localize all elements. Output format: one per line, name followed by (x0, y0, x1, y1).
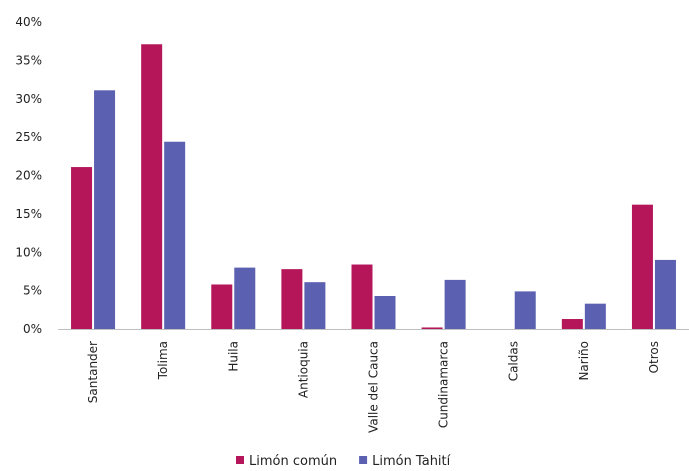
bar-limon-comun-cundinamarca (421, 327, 443, 329)
x-tick-label-huila: Huila (226, 341, 240, 372)
y-tick-label: 25% (15, 130, 42, 144)
bar-limon-tahiti-antioquia (304, 282, 326, 329)
bar-limon-comun-valle-del-cauca (351, 264, 373, 329)
bar-limon-tahiti-santander (94, 90, 116, 330)
bar-limon-comun-antioquia (281, 269, 303, 329)
x-tick-label-valle-del-cauca: Valle del Cauca (367, 341, 381, 433)
y-axis: 0% 5% 10% 15% 20% 25% 30% 35% 40% (15, 15, 42, 336)
y-tick-label: 20% (15, 169, 42, 183)
bar-limon-tahiti-narino (584, 303, 606, 329)
legend-label-limon-comun: Limón común (249, 454, 337, 469)
x-tick-label-santander: Santander (86, 341, 100, 403)
bar-limon-tahiti-valle-del-cauca (374, 295, 396, 329)
bar-limon-tahiti-huila (234, 267, 256, 329)
bars (71, 44, 676, 330)
bar-limon-tahiti-caldas (514, 291, 536, 329)
y-tick-label: 0% (23, 322, 42, 336)
bar-limon-comun-otros (631, 204, 653, 329)
legend-label-limon-tahiti: Limón Tahití (372, 454, 451, 469)
x-tick-label-tolima: Tolima (156, 341, 170, 380)
x-tick-label-narino: Nariño (577, 341, 591, 381)
x-tick-label-otros: Otros (647, 341, 661, 373)
legend-swatch-limon-comun (236, 456, 244, 464)
y-tick-label: 35% (15, 53, 42, 67)
bar-limon-tahiti-cundinamarca (444, 279, 466, 329)
bar-limon-comun-tolima (141, 44, 163, 329)
bar-limon-comun-santander (71, 167, 93, 329)
x-tick-label-cundinamarca: Cundinamarca (437, 341, 451, 428)
bar-limon-tahiti-tolima (164, 141, 186, 329)
bar-limon-comun-huila (211, 284, 233, 329)
y-tick-label: 10% (15, 245, 42, 259)
y-tick-label: 30% (15, 92, 42, 106)
bar-limon-tahiti-otros (654, 259, 676, 329)
x-axis: Santander Tolima Huila Antioquia Valle del C… (86, 341, 661, 433)
x-tick-label-caldas: Caldas (507, 341, 521, 381)
y-tick-label: 40% (15, 15, 42, 29)
x-tick-label-antioquia: Antioquia (296, 341, 310, 398)
y-tick-label: 15% (15, 207, 42, 221)
legend: Limón común Limón Tahití (236, 454, 451, 469)
legend-swatch-limon-tahiti (359, 456, 368, 464)
y-tick-label: 5% (23, 284, 42, 298)
bar-limon-comun-narino (561, 319, 583, 329)
